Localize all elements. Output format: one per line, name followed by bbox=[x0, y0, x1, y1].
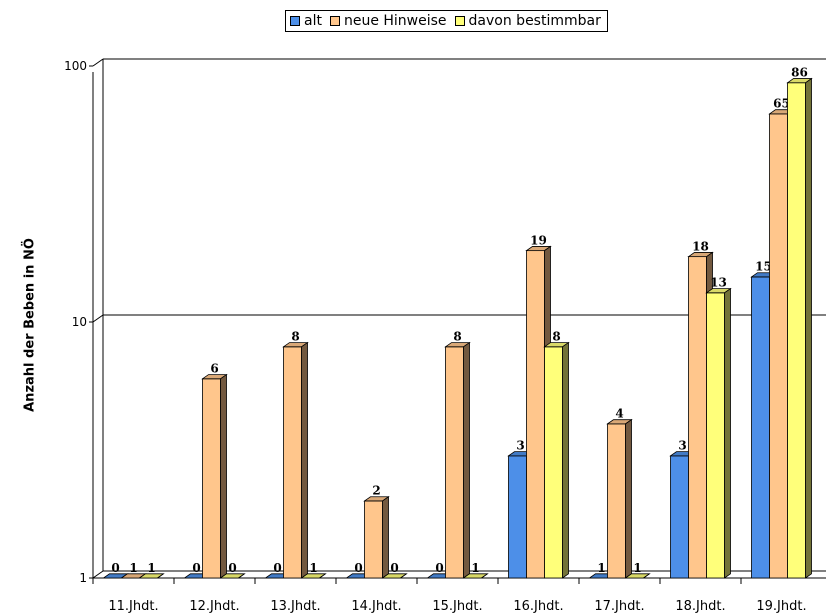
legend-label-alt: alt bbox=[304, 13, 322, 29]
bar-davon-bestimmbar bbox=[786, 77, 813, 579]
x-tick-label: 14.Jhdt. bbox=[351, 599, 401, 614]
data-label: 0 bbox=[111, 561, 119, 575]
legend-label-davon-bestimmbar: davon bestimmbar bbox=[468, 13, 601, 29]
data-label: 1 bbox=[471, 561, 479, 575]
x-tick-label: 15.Jhdt. bbox=[432, 599, 482, 614]
data-label: 3 bbox=[516, 439, 524, 453]
data-label: 4 bbox=[615, 407, 623, 421]
x-tick-label: 17.Jhdt. bbox=[594, 599, 644, 614]
bar-davon-bestimmbar bbox=[138, 573, 165, 579]
data-label: 13 bbox=[710, 276, 727, 290]
y-axis-label: Anzahl der Beben in NÖ bbox=[22, 238, 38, 412]
x-tick-label: 11.Jhdt. bbox=[108, 599, 158, 614]
data-label: 0 bbox=[228, 561, 236, 575]
x-tick-label: 12.Jhdt. bbox=[189, 599, 239, 614]
bar-davon-bestimmbar bbox=[705, 287, 732, 579]
data-label: 18 bbox=[692, 239, 709, 253]
data-label: 86 bbox=[791, 66, 808, 80]
legend-swatch-alt bbox=[290, 16, 300, 26]
data-label: 1 bbox=[129, 561, 137, 575]
bar-davon-bestimmbar bbox=[300, 573, 327, 579]
y-tick-label: 100 bbox=[64, 59, 87, 73]
data-label: 0 bbox=[273, 561, 281, 575]
data-label: 6 bbox=[210, 362, 218, 376]
data-label: 65 bbox=[773, 97, 790, 111]
gridline-depth bbox=[92, 58, 104, 67]
bar-neue-hinweise bbox=[444, 341, 471, 579]
data-label: 0 bbox=[390, 561, 398, 575]
bar-davon-bestimmbar bbox=[381, 573, 408, 579]
legend-swatch-neue-hinweise bbox=[329, 16, 340, 26]
data-label: 19 bbox=[530, 233, 547, 247]
data-label: 0 bbox=[435, 561, 443, 575]
y-tick-label: 10 bbox=[72, 315, 87, 329]
x-tick-label: 13.Jhdt. bbox=[270, 599, 320, 614]
data-label: 8 bbox=[453, 330, 461, 344]
data-label: 8 bbox=[291, 330, 299, 344]
bar-neue-hinweise bbox=[606, 418, 633, 579]
data-label: 1 bbox=[309, 561, 317, 575]
data-label: 15 bbox=[755, 260, 772, 274]
data-label: 0 bbox=[192, 561, 200, 575]
legend-item-alt: alt bbox=[290, 13, 322, 29]
legend: alt neue Hinweise davon bestimmbar bbox=[285, 10, 608, 32]
data-label: 1 bbox=[633, 561, 641, 575]
data-label: 8 bbox=[552, 330, 560, 344]
y-tick-label: 1 bbox=[79, 571, 87, 585]
floor-edge bbox=[92, 570, 104, 579]
bar-neue-hinweise bbox=[282, 341, 309, 579]
data-label: 1 bbox=[147, 561, 155, 575]
bar-davon-bestimmbar bbox=[219, 573, 246, 579]
legend-item-davon-bestimmbar: davon bestimmbar bbox=[454, 13, 601, 29]
bar-davon-bestimmbar bbox=[624, 573, 651, 579]
data-label: 3 bbox=[678, 439, 686, 453]
bar-davon-bestimmbar bbox=[462, 573, 489, 579]
x-tick-label: 18.Jhdt. bbox=[675, 599, 725, 614]
x-tick-label: 16.Jhdt. bbox=[513, 599, 563, 614]
legend-swatch-davon-bestimmbar bbox=[454, 16, 465, 26]
data-label: 2 bbox=[372, 484, 380, 498]
data-label: 0 bbox=[354, 561, 362, 575]
data-label: 1 bbox=[597, 561, 605, 575]
bar-davon-bestimmbar bbox=[543, 341, 570, 579]
bar-neue-hinweise bbox=[201, 373, 228, 579]
legend-label-neue-hinweise: neue Hinweise bbox=[343, 13, 447, 29]
gridline-depth bbox=[92, 314, 104, 323]
legend-item-neue-hinweise: neue Hinweise bbox=[329, 13, 447, 29]
bar-neue-hinweise bbox=[363, 495, 390, 579]
x-tick-label: 19.Jhdt. bbox=[756, 599, 806, 614]
